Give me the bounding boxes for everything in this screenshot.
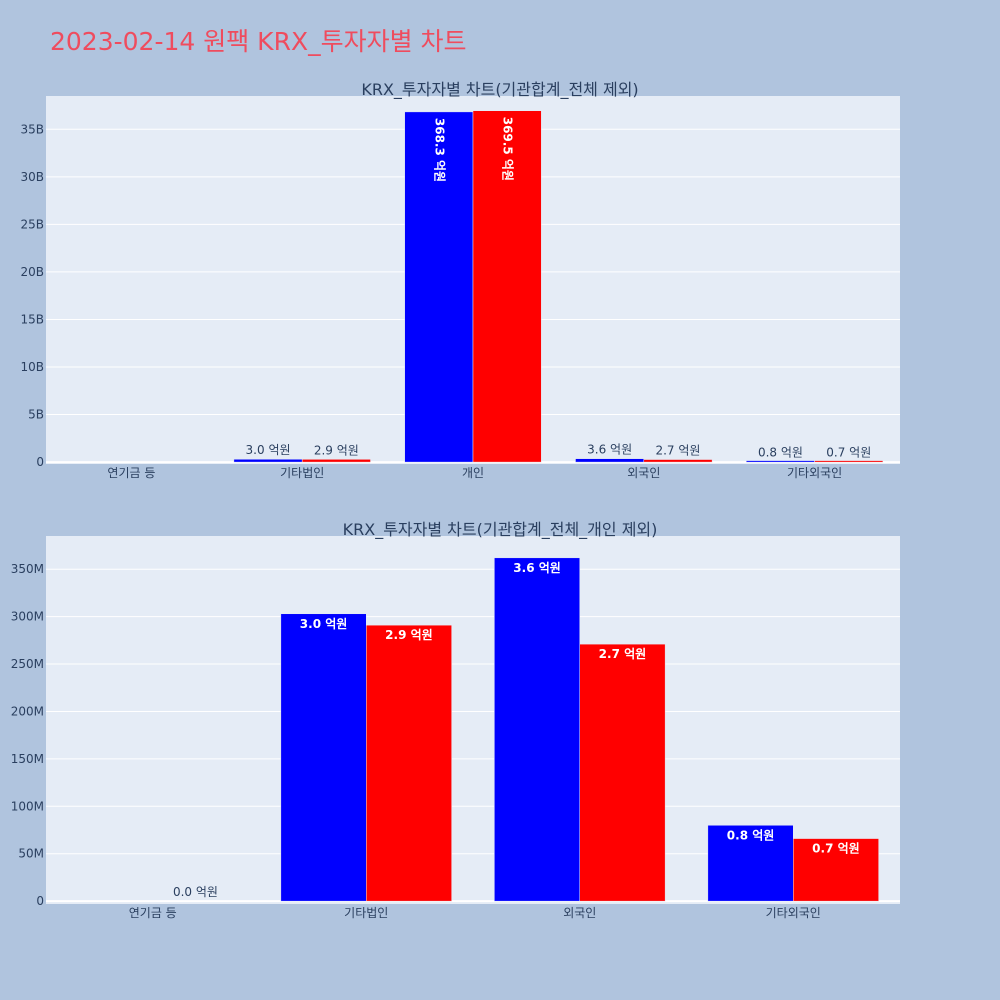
y-tick-label: 20B [20,265,44,279]
bar-data-label: 2.9 억원 [385,628,433,642]
x-tick-label: 기타법인 [280,466,324,480]
y-tick-label: 0 [36,894,44,908]
x-tick-label: 개인 [462,466,484,480]
bar-data-label: 368.3 억원 [432,118,446,182]
bar [579,643,666,902]
chart-top: 3.0 억원 2.9 억원 368.3 억원 369.5 억원 3.6 억원 2.7 억원… [20,80,900,480]
bar-data-label: 3.0 억원 [300,617,348,631]
chart-title-bottom: KRX_투자자별 차트(기관합계_전체_개인 제외) [343,520,658,540]
bar-data-label: 0.7 억원 [826,445,871,459]
y-tick-label: 30B [20,170,44,184]
x-tick-label: 기타외국인 [787,466,842,480]
y-tick-label: 150M [11,752,44,766]
bar [707,825,794,902]
x-tick-label: 연기금 등 [129,906,177,920]
y-tick-label: 250M [11,657,44,671]
y-tick-label: 35B [20,122,44,136]
x-tick-label: 외국인 [627,466,660,480]
bar-data-label: 3.0 억원 [246,443,291,457]
chart-title-top: KRX_투자자별 차트(기관합계_전체 제외) [361,80,638,100]
bars-bottom: 0.0 억원 3.0 억원 2.9 억원 3.6 억원 2.7 억원 0.8 억원 0.7 … [173,557,879,902]
ticks-bottom: 0 50M 100M 150M 200M 250M 300M 350M 연기금 등 기타법인 외국인… [11,562,821,920]
bar-data-label: 2.9 억원 [314,443,359,457]
bar-data-label: 3.6 억원 [513,561,561,575]
bar [366,624,452,902]
y-tick-label: 25B [20,217,44,231]
x-tick-label: 기타외국인 [766,906,821,920]
ticks-top: 0 5B 10B 15B 20B 25B 30B 35B 연기금 등 기타법인 개인 외국인 기타외국인 [20,122,842,480]
bar-data-label: 0.8 억원 [758,445,803,459]
bar [494,557,581,902]
bar-data-label: 2.7 억원 [655,444,700,458]
bar-data-label: 2.7 억원 [599,647,647,661]
bar-data-label: 0.0 억원 [173,885,218,899]
x-tick-label: 연기금 등 [107,466,155,480]
bar-data-label: 0.8 억원 [727,828,775,842]
y-tick-label: 100M [11,799,44,813]
y-tick-label: 200M [11,704,44,718]
x-tick-label: 외국인 [563,906,596,920]
bar [746,460,815,463]
bar [575,458,645,463]
bar [233,458,303,463]
page-title: 2023-02-14 원팩 KRX_투자자별 차트 [50,27,467,56]
y-tick-label: 300M [11,610,44,624]
y-tick-label: 0 [36,455,44,469]
bar [404,111,474,463]
chart-bottom: 0.0 억원 3.0 억원 2.9 억원 3.6 억원 2.7 억원 0.8 억원 0.7 … [11,520,900,920]
bar [280,613,367,902]
bars-top: 3.0 억원 2.9 억원 368.3 억원 369.5 억원 3.6 억원 2.7 억원… [233,110,884,463]
bar-data-label: 0.7 억원 [812,842,860,856]
bar-data-label: 369.5 억원 [501,117,515,181]
bar [301,459,371,463]
bar [814,460,884,463]
y-tick-label: 350M [11,562,44,576]
y-tick-label: 5B [28,408,44,422]
y-tick-label: 50M [18,847,44,861]
bar-data-label: 3.6 억원 [587,443,632,457]
bar [793,838,879,902]
bar [643,459,713,463]
y-tick-label: 10B [20,360,44,374]
bar [472,110,542,463]
y-tick-label: 15B [20,312,44,326]
x-tick-label: 기타법인 [344,906,388,920]
